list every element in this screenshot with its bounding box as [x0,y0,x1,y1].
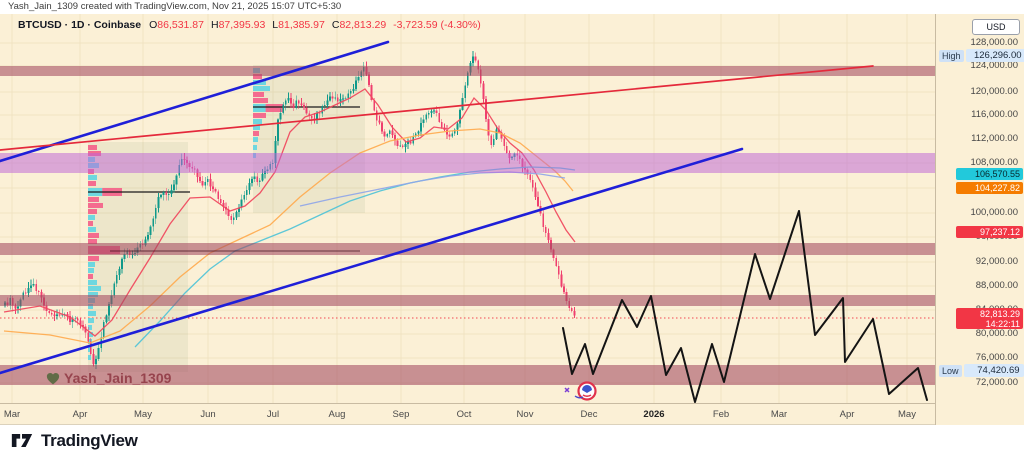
sticker-emoji [564,381,597,401]
price-tick-label: 88,000.00 [975,280,1018,291]
change-value: -3,723.59 (-4.30%) [393,19,481,31]
time-axis-label: Dec [580,409,598,420]
high-price-badge: High 126,296.00 [939,49,1024,62]
badge-value: 126,296.00 [965,49,1024,62]
projection-drawing [562,210,928,403]
plot-root [0,14,935,403]
price-alert-tag: 97,237.12 [956,226,1023,238]
time-axis-label: Apr [72,409,88,420]
ohlc-item: O86,531.87 [149,19,204,31]
zone-band [0,66,935,76]
price-tick-label: 72,000.00 [975,377,1018,388]
channel-upper [0,40,390,163]
ma-slow2 [299,171,566,207]
watermark: Yash_Jain_1309 [46,370,171,386]
tradingview-logo-icon [10,431,34,450]
resistance-line [0,65,874,151]
time-axis-label: Feb [712,409,730,420]
currency-button[interactable]: USD [972,19,1020,35]
credit-line: Yash_Jain_1309 created with TradingView.… [8,1,342,12]
time-axis-label: Apr [839,409,855,420]
price-alert-tag: 106,570.55 [956,168,1023,180]
watermark-text: Yash_Jain_1309 [64,370,172,386]
chart-legend: BTCUSD · 1D · Coinbase O86,531.87 H87,395.… [18,19,481,31]
price-alert-tag: 104,227.82 [956,182,1023,194]
time-axis-label: Jun [200,409,216,420]
symbol-title: BTCUSD · 1D · Coinbase [18,19,142,31]
price-tick-label: 112,000.00 [971,133,1018,144]
time-axis-label: Nov [516,409,534,420]
price-chart[interactable] [0,14,935,403]
price-tick-label: 92,000.00 [975,256,1018,267]
price-axis[interactable]: USD 128,000.00 124,000.00 120,000.00 116,00… [935,14,1024,425]
time-axis[interactable]: Mar Apr May Jun Jul Aug Sep Oct Nov Dec 2026 Feb Mar… [0,403,935,425]
price-tick-label: 80,000.00 [975,328,1018,339]
time-axis-label: Mar [3,409,21,420]
ohlc-item: C82,813.29 [331,19,387,31]
time-axis-label: Mar [770,409,788,420]
time-axis-label: Aug [328,409,346,420]
badge-value: 74,420.69 [963,364,1024,377]
badge-label: Low [939,364,962,377]
low-price-badge: Low 74,420.69 [939,364,1024,377]
ma-fast [3,88,576,337]
ohlc-item: H87,395.93 [210,19,266,31]
ohlc-item: L81,385.97 [272,19,325,31]
price-tick-label: 120,000.00 [970,86,1018,97]
time-axis-label: 2026 [643,409,665,420]
price-tick-label: 116,000.00 [971,109,1018,120]
time-axis-label: Sep [392,409,410,420]
time-axis-label: Jul [266,409,280,420]
channel-lower [0,147,744,375]
price-tick-label: 124,000.00 [970,60,1018,71]
time-axis-label: May [898,409,916,420]
heart-icon [46,372,60,385]
badge-label: High [939,49,964,62]
last-price-tag: 82,813.29 14:22:11 [956,308,1023,329]
price-tick-label: 76,000.00 [975,352,1018,363]
time-axis-label: May [134,409,152,420]
chart-area[interactable]: BTCUSD · 1D · Coinbase O86,531.87 H87,395.… [0,14,1024,425]
price-tick-label: 100,000.00 [970,207,1018,218]
price-tick-label: 108,000.00 [970,157,1018,168]
footer-bar: TradingView [0,425,1024,456]
tradingview-logo-text: TradingView [41,430,138,450]
zone-band [0,243,935,255]
ohlc-values: O86,531.87 H87,395.93 L81,385.97 C82,813.29 [149,19,393,31]
price-tick-label: 128,000.00 [970,37,1018,48]
zone-band [0,295,935,306]
time-axis-label: Oct [456,409,472,420]
profile-range-box [253,65,365,213]
zone-band [0,153,935,173]
